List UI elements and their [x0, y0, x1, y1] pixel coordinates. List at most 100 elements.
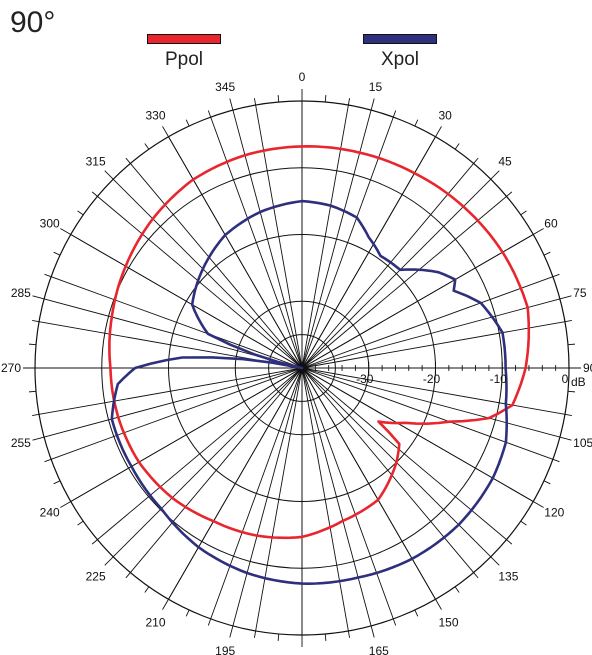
- rim-tick: [506, 539, 513, 545]
- rim-tick: [552, 458, 560, 463]
- angle-tick-label: 45: [498, 155, 512, 169]
- angle-tick-label: 210: [145, 615, 165, 629]
- angle-tick-label: 285: [11, 286, 31, 300]
- label-layer: 0153045607590105120135150165180195210225…: [1, 70, 592, 655]
- grid-spoke-major: [301, 98, 375, 369]
- angle-tick-label: 105: [573, 436, 592, 450]
- rim-tick: [32, 413, 40, 417]
- rim-tick: [473, 572, 479, 579]
- rim-tick: [324, 633, 327, 641]
- angle-tick-label: 60: [544, 217, 558, 231]
- grid-spoke-major: [229, 98, 303, 369]
- grid-spoke: [301, 367, 554, 460]
- legend-swatch-xpol: [363, 34, 437, 44]
- grid-spoke: [301, 367, 507, 540]
- grid-spoke: [97, 196, 303, 369]
- grid-spoke-major: [162, 367, 303, 610]
- grid-spoke: [255, 367, 303, 632]
- legend-item-ppol: Ppol: [124, 34, 244, 71]
- rim-tick: [77, 520, 84, 526]
- rim-tick: [44, 273, 52, 278]
- grid-spoke-major: [32, 367, 303, 441]
- rim-tick: [125, 157, 131, 164]
- grid-spoke: [301, 276, 554, 369]
- grid-spoke: [38, 367, 303, 415]
- grid-spoke-major: [162, 126, 303, 369]
- polar-grid: [23, 89, 581, 647]
- rim-tick: [414, 609, 419, 617]
- grid-spoke: [130, 367, 303, 573]
- angle-tick-label: 135: [498, 569, 518, 583]
- series-layer: [108, 145, 531, 585]
- rim-tick: [253, 630, 257, 638]
- legend-item-xpol: Xpol: [340, 34, 460, 71]
- legend-swatch-ppol: [147, 34, 221, 44]
- rim-tick: [29, 390, 37, 393]
- grid-spoke-major: [301, 126, 442, 369]
- angle-tick-label: 255: [11, 436, 31, 450]
- rim-tick: [253, 98, 257, 106]
- angle-tick-label: 300: [40, 217, 60, 231]
- rim-tick: [277, 95, 280, 103]
- rim-tick: [392, 618, 397, 626]
- rim-tick: [144, 143, 150, 150]
- rim-tick: [347, 630, 351, 638]
- grid-spoke-major: [301, 367, 375, 638]
- angle-tick-label: 330: [145, 109, 165, 123]
- series-line-xpol: [110, 199, 508, 585]
- rim-tick: [144, 586, 150, 593]
- angle-tick-label: 240: [40, 506, 60, 520]
- angle-tick-label: 225: [86, 569, 106, 583]
- angle-tick-label: 120: [544, 506, 564, 520]
- rim-tick: [543, 251, 551, 256]
- rim-tick: [91, 539, 98, 545]
- rim-tick: [564, 319, 572, 323]
- legend-label-ppol: Ppol: [164, 49, 204, 70]
- grid-spoke: [255, 104, 303, 369]
- grid-spoke: [210, 116, 303, 369]
- grid-spoke: [50, 276, 303, 369]
- grid-spoke-major: [301, 295, 572, 369]
- angle-tick-label: 195: [215, 644, 235, 655]
- rim-tick: [53, 480, 61, 485]
- series-line-ppol: [108, 145, 531, 540]
- angle-tick-label: 270: [1, 361, 21, 375]
- rim-tick: [207, 110, 212, 118]
- grid-spoke: [301, 321, 566, 369]
- grid-spoke: [210, 367, 303, 620]
- radial-tick-label: -20: [423, 372, 441, 386]
- legend-label-xpol: Xpol: [380, 49, 420, 70]
- rim-tick: [32, 319, 40, 323]
- rim-tick: [520, 520, 527, 526]
- radial-tick-label: -30: [356, 372, 374, 386]
- rim-tick: [185, 609, 190, 617]
- grid-spoke-major: [301, 367, 572, 441]
- grid-spoke: [301, 367, 394, 620]
- angle-tick-label: 165: [369, 644, 389, 655]
- rim-tick: [454, 143, 460, 150]
- grid-spoke-major: [301, 367, 442, 610]
- rim-tick: [454, 586, 460, 593]
- grid-spoke: [130, 163, 303, 369]
- rim-tick: [564, 413, 572, 417]
- grid-spoke-major: [104, 367, 303, 566]
- rim-tick: [567, 343, 575, 346]
- angle-tick-label: 0: [299, 70, 306, 84]
- rim-tick: [53, 251, 61, 256]
- rim-tick: [543, 480, 551, 485]
- angle-tick-label: 150: [439, 615, 459, 629]
- rim-tick: [473, 157, 479, 164]
- rim-tick: [552, 273, 560, 278]
- grid-spoke: [301, 367, 474, 573]
- rim-tick: [324, 95, 327, 103]
- grid-spoke-major: [301, 367, 544, 508]
- rim-tick: [91, 191, 98, 197]
- rim-tick: [506, 191, 513, 197]
- angle-tick-label: 15: [369, 80, 383, 94]
- grid-spoke: [301, 116, 394, 369]
- rim-tick: [44, 458, 52, 463]
- angle-tick-label: 90: [583, 361, 592, 375]
- rim-tick: [185, 119, 190, 127]
- rim-tick: [277, 633, 280, 641]
